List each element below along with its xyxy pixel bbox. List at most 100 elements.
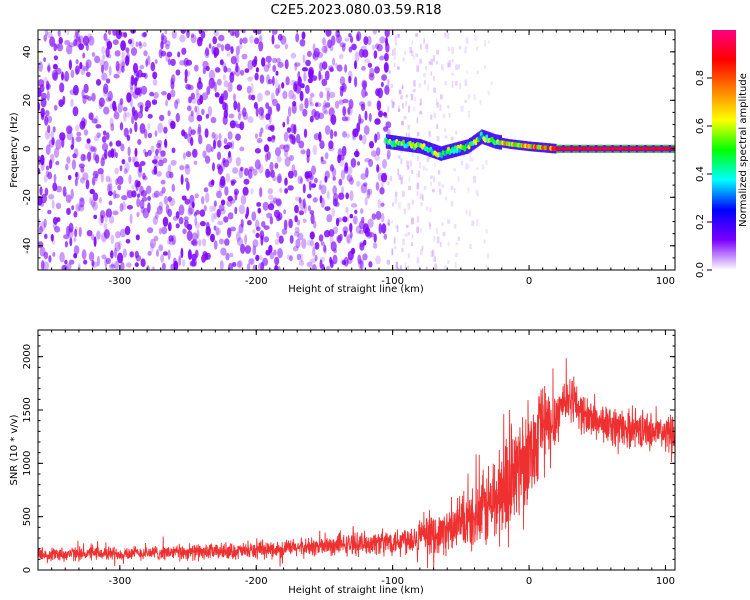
spectrogram-cell <box>66 207 71 215</box>
spectrogram-cell <box>255 232 260 238</box>
spectrogram-cell <box>286 127 291 133</box>
spectrogram-cell <box>468 210 471 217</box>
spectrogram-cell <box>484 65 486 70</box>
spectrogram-cell <box>350 36 354 43</box>
spectrogram-cell <box>383 62 389 73</box>
spectrogram-cell <box>314 254 318 262</box>
spectrogram-cell <box>101 135 107 143</box>
spectrogram-cell <box>87 33 92 43</box>
spectrogram-cell <box>304 97 309 109</box>
spectrogram-cell <box>145 100 152 109</box>
snr-y-axis-label: SNR (10 * v/v) <box>9 414 20 485</box>
spectrogram-cell <box>293 124 297 135</box>
spectrogram-cell <box>416 216 420 223</box>
spectrogram-cell <box>405 224 409 228</box>
spectrogram-cell <box>425 206 428 211</box>
spectrogram-cell <box>170 89 176 98</box>
spectrogram-cell <box>143 148 147 154</box>
spectrogram-cell <box>485 229 488 234</box>
spectrogram-cell <box>267 106 273 116</box>
spectrogram-cell <box>229 72 235 83</box>
spectrogram-cell <box>66 125 73 135</box>
spectrogram-cell <box>395 41 397 46</box>
spectrogram-cell <box>407 203 411 210</box>
spectrogram-cell <box>105 175 111 183</box>
spectrogram-cell <box>283 219 288 231</box>
spectrogram-cell <box>239 42 243 50</box>
spectrogram-cell <box>234 30 240 38</box>
spectrogram-cell <box>416 191 419 196</box>
spectrogram-cell <box>139 104 143 114</box>
spectrogram-cell <box>280 35 287 45</box>
spectrogram-cell <box>179 34 186 43</box>
spectrogram-cell <box>341 186 344 195</box>
spectrogram-cell <box>178 255 182 266</box>
spectrogram-cell <box>420 227 422 233</box>
spectrogram-cell <box>119 122 124 131</box>
spectrogram-cell <box>223 216 229 223</box>
spectrogram-cell <box>362 49 369 58</box>
spectrogram-cell <box>75 65 80 75</box>
carrier-cell <box>621 151 628 153</box>
colorbar-fill <box>712 30 736 270</box>
spectrogram-cell <box>87 151 92 162</box>
spectrogram-cell <box>341 145 347 157</box>
spectrogram-cell <box>217 139 222 148</box>
spectrogram-cell <box>336 64 343 72</box>
spectrogram-cell <box>108 65 112 76</box>
spectrogram-cell <box>160 150 166 157</box>
spectrogram-cell <box>144 128 148 139</box>
spectrogram-cell <box>327 39 333 49</box>
spectrogram-cell <box>167 222 172 232</box>
colorbar-axis: 0.0 0.2 0.4 0.6 0.8 <box>695 70 712 278</box>
spectrogram-cell <box>428 131 431 137</box>
spectrogram-cell <box>284 59 289 70</box>
spectrogram-cell <box>298 210 305 216</box>
spectrogram-cell <box>38 225 43 235</box>
spectrogram-cell <box>346 174 353 182</box>
spectrogram-cell <box>147 113 153 119</box>
spectrogram-cell <box>433 175 435 183</box>
spectrogram-cell <box>360 103 366 111</box>
spectrogram-cell <box>436 124 439 129</box>
spectrogram-cell <box>342 216 348 223</box>
spectrogram-cell <box>401 190 405 198</box>
spectrogram-cell <box>185 59 193 66</box>
spectrogram-cell <box>115 231 121 239</box>
spectrogram-cell <box>368 112 372 122</box>
spectrogram-cell <box>471 220 475 226</box>
spectrogram-cell <box>428 155 431 159</box>
spectrogram-cell <box>430 58 433 66</box>
spectrogram-cell <box>215 227 221 236</box>
spectrogram-cell <box>391 220 393 224</box>
spectrogram-cell <box>420 248 423 255</box>
spectrogram-cell <box>130 75 135 86</box>
spectrogram-cell <box>323 44 328 54</box>
carrier-cell <box>556 151 563 153</box>
spectrogram-cell <box>97 168 104 175</box>
spectrogram-cell <box>344 64 348 73</box>
spectrogram-cell <box>82 52 86 59</box>
spectrogram-cell <box>120 40 126 51</box>
spectrogram-cell <box>213 47 220 57</box>
spectrogram-cell <box>469 155 472 162</box>
spectrogram-cell <box>214 133 219 140</box>
spectrogram-cell <box>281 82 285 89</box>
spectrogram-cell <box>374 66 380 74</box>
spectrogram-cell <box>272 135 276 140</box>
spectrogram-cell <box>171 74 176 84</box>
spectrogram-cell <box>124 112 131 118</box>
spectrogram-cell <box>135 87 141 96</box>
spectrogram-cell <box>277 61 284 68</box>
spectrogram-cell <box>136 211 140 218</box>
x-tick-label: -300 <box>108 276 131 287</box>
spectrogram-cell <box>383 233 388 240</box>
spectrogram-cell <box>441 184 445 188</box>
spectrogram-cell <box>346 166 353 175</box>
spectrogram-cell <box>132 156 138 165</box>
spectrogram-cell <box>203 187 209 193</box>
spectrogram-cell <box>101 72 108 81</box>
spectrogram-cell <box>306 193 312 199</box>
spectrogram-cell <box>119 98 124 106</box>
spectrogram-cell <box>325 30 332 37</box>
